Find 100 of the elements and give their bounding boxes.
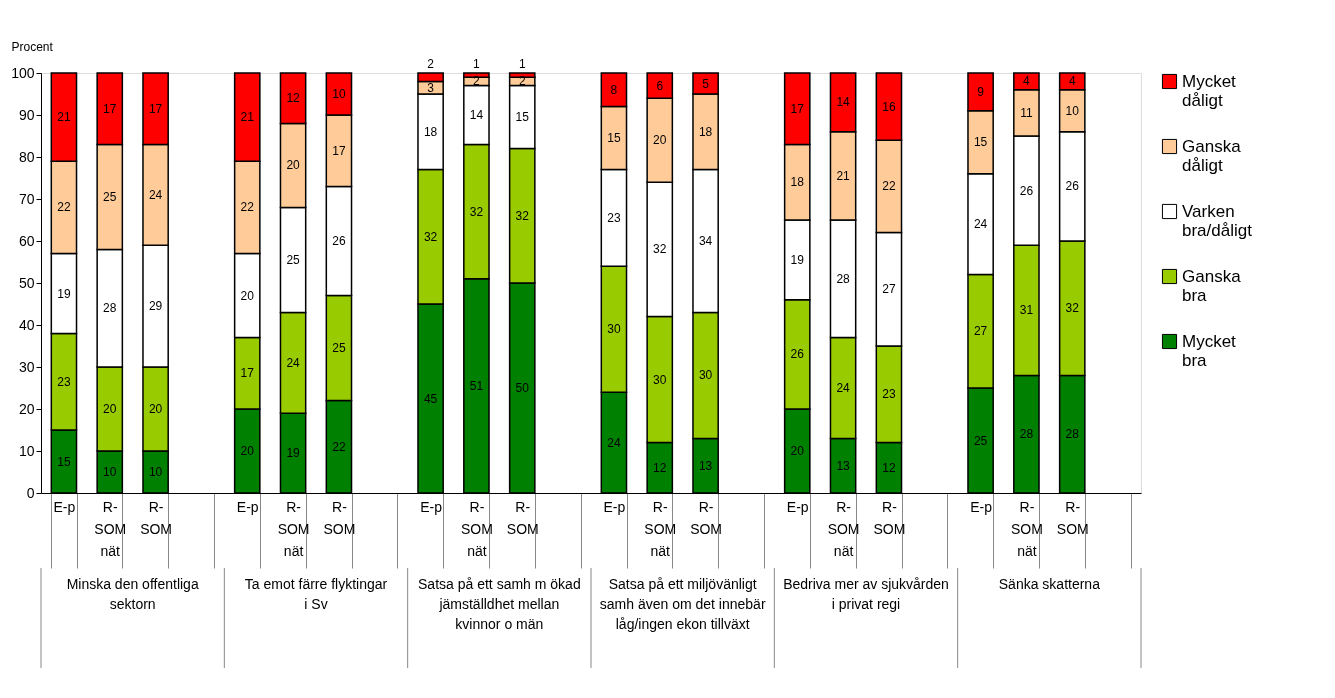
data-label: 15 xyxy=(515,110,530,125)
data-label: 24 xyxy=(836,381,851,395)
data-label: 10 xyxy=(148,465,163,479)
data-label: 30 xyxy=(653,372,667,387)
data-label: 9 xyxy=(977,84,985,99)
y-tick-label: 80 xyxy=(18,148,35,165)
data-label: 5 xyxy=(702,76,710,91)
data-label: 32 xyxy=(423,229,438,244)
data-label: 6 xyxy=(656,78,664,93)
data-label: 32 xyxy=(1065,301,1080,316)
data-label: 34 xyxy=(698,234,713,248)
data-label: 20 xyxy=(103,402,117,416)
data-label: 4 xyxy=(1068,74,1076,89)
data-label: 20 xyxy=(286,158,301,173)
legend-label: Ganska bra xyxy=(1182,266,1242,305)
data-label: 1 xyxy=(473,57,481,71)
x-tick-label: R-SOM xyxy=(140,498,173,537)
data-label: 28 xyxy=(836,271,851,286)
data-label: 11 xyxy=(1020,105,1033,120)
y-tick-label: 70 xyxy=(18,190,35,207)
data-label: 10 xyxy=(103,465,117,479)
data-label: 19 xyxy=(57,286,71,301)
data-label: 32 xyxy=(653,242,667,257)
legend-label: Varken bra/dåligt xyxy=(1182,201,1253,240)
data-label: 26 xyxy=(790,347,805,362)
data-label: 28 xyxy=(1019,427,1034,442)
data-label: 18 xyxy=(698,124,713,139)
data-label: 18 xyxy=(423,124,438,139)
y-tick-label: 100 xyxy=(11,64,35,81)
data-label: 29 xyxy=(148,299,163,314)
data-label: 19 xyxy=(286,446,301,461)
data-label: 27 xyxy=(882,282,896,297)
data-label: 32 xyxy=(469,204,484,219)
data-label: 23 xyxy=(882,387,896,402)
data-label: 3 xyxy=(427,80,435,95)
y-tick-label: 40 xyxy=(18,316,35,333)
data-label: 31 xyxy=(1019,303,1034,318)
x-tick-label: R-SOM xyxy=(873,498,906,537)
legend-label: Ganska dåligt xyxy=(1182,136,1242,175)
data-label: 51 xyxy=(469,378,484,393)
data-label: 15 xyxy=(973,135,988,150)
legend-label: Mycket dåligt xyxy=(1182,71,1237,110)
x-tick-label: E-p xyxy=(970,498,993,515)
data-label: 21 xyxy=(836,168,851,183)
data-label: 30 xyxy=(607,322,621,337)
data-label: 10 xyxy=(332,87,346,101)
text: Sänka skatterna xyxy=(998,576,1101,592)
x-tick-label: R-SOM xyxy=(506,498,539,537)
data-label: 22 xyxy=(240,200,255,215)
data-label: 24 xyxy=(607,435,621,450)
data-label: 30 xyxy=(698,368,713,383)
x-tick-label: R-SOM nät xyxy=(94,498,127,559)
legend-label: Mycket bra xyxy=(1182,331,1237,370)
data-label: 10 xyxy=(1065,103,1080,118)
data-label: 12 xyxy=(653,460,667,475)
x-tick-label: R-SOM xyxy=(1056,498,1089,537)
y-tick-label: 20 xyxy=(18,400,35,417)
x-tick-label: E-p xyxy=(53,498,76,515)
data-label: 8 xyxy=(610,82,618,97)
data-label: 24 xyxy=(286,355,301,370)
x-tick-label: R-SOM nät xyxy=(827,498,860,559)
y-tick-label: 30 xyxy=(18,358,35,375)
data-label: 21 xyxy=(57,110,71,125)
data-label: 22 xyxy=(57,200,71,215)
data-label: 17 xyxy=(790,101,805,116)
data-label: 17 xyxy=(103,101,117,116)
data-label: 28 xyxy=(1065,427,1080,442)
x-tick-label: E-p xyxy=(420,498,443,515)
data-label: 20 xyxy=(240,444,255,458)
text: Bedriva mer av sjukvården i privat regi xyxy=(783,576,949,612)
data-label: 2 xyxy=(427,57,435,71)
x-tick-label: E-p xyxy=(786,498,809,515)
data-label: 25 xyxy=(973,433,988,448)
data-label: 26 xyxy=(1065,179,1080,194)
y-tick-label: 0 xyxy=(26,484,35,501)
data-label: 1 xyxy=(518,57,526,71)
x-tick-label: R-SOM xyxy=(323,498,356,537)
data-label: 4 xyxy=(1023,74,1031,89)
data-label: 20 xyxy=(148,402,163,416)
data-label: 28 xyxy=(103,301,117,316)
data-label: 20 xyxy=(653,133,667,148)
data-label: 21 xyxy=(240,110,255,125)
y-tick-label: 10 xyxy=(18,442,35,459)
x-tick-label: R-SOM nät xyxy=(277,498,310,559)
text: Ta emot färre flyktingar i Sv xyxy=(244,576,388,612)
y-tick-label: 50 xyxy=(18,274,35,291)
data-label: 22 xyxy=(332,439,346,454)
data-label: 25 xyxy=(286,252,301,267)
text: Satsa på ett miljövänligt samh även om det innebär låg/ingen ekon tillväxt xyxy=(599,576,766,632)
data-label: 25 xyxy=(103,189,117,204)
x-tick-label: R-SOM xyxy=(690,498,723,537)
data-label: 14 xyxy=(469,108,484,122)
data-label: 50 xyxy=(515,381,530,395)
data-label: 19 xyxy=(790,252,805,267)
y-axis-title: Procent xyxy=(11,39,54,54)
data-label: 15 xyxy=(607,131,621,146)
data-label: 16 xyxy=(882,99,896,114)
data-label: 15 xyxy=(57,454,71,469)
data-label: 12 xyxy=(286,91,301,106)
data-label: 13 xyxy=(836,458,851,473)
